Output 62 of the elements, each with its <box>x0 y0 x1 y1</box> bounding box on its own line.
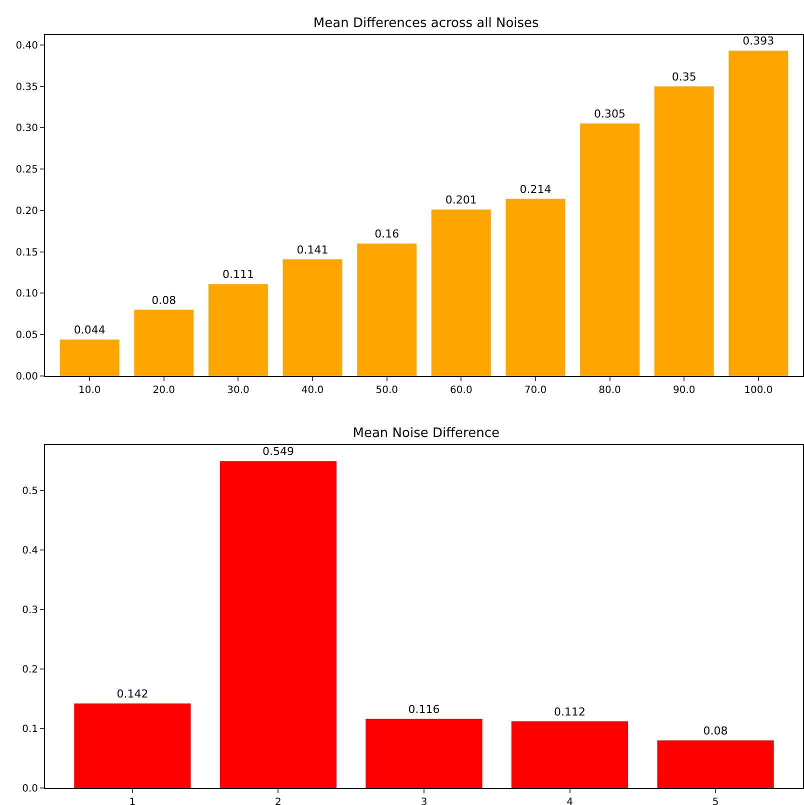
y-tick-label: 0.00 <box>16 372 38 382</box>
bar <box>366 718 482 788</box>
bar <box>657 740 774 788</box>
bar <box>431 210 491 376</box>
y-tick-label: 0.4 <box>22 545 38 556</box>
x-tick-label: 5 <box>712 797 719 805</box>
x-tick-label: 80.0 <box>598 385 621 396</box>
data-label: 0.16 <box>374 228 400 241</box>
y-tick-label: 0.3 <box>22 604 38 616</box>
y-tick-label: 0.1 <box>22 724 38 735</box>
data-label: 0.549 <box>262 445 294 458</box>
x-tick-label: 40.0 <box>301 385 324 396</box>
data-label: 0.141 <box>296 243 328 256</box>
data-label: 0.044 <box>74 324 106 337</box>
y-tick-label: 0.0 <box>22 784 38 794</box>
bar <box>60 340 120 376</box>
data-label: 0.305 <box>594 108 626 121</box>
bar <box>728 50 788 376</box>
x-tick-label: 1 <box>129 797 136 805</box>
bar <box>357 244 417 376</box>
bar <box>282 259 342 376</box>
y-tick-label: 0.40 <box>16 40 38 52</box>
bar <box>506 198 566 376</box>
data-label: 0.201 <box>445 194 477 207</box>
y-tick-label: 0.5 <box>22 486 38 497</box>
y-tick-label: 0.2 <box>22 664 38 676</box>
y-tick-label: 0.20 <box>16 206 38 217</box>
bar <box>220 461 337 788</box>
data-label: 0.116 <box>408 702 440 716</box>
y-tick-label: 0.10 <box>16 288 38 300</box>
data-label: 0.08 <box>703 724 728 738</box>
x-tick-label: 4 <box>566 797 573 805</box>
x-tick-label: 20.0 <box>152 385 176 396</box>
data-label: 0.214 <box>520 182 552 196</box>
data-label: 0.393 <box>742 34 774 48</box>
x-tick-label: 100.0 <box>744 385 773 396</box>
x-tick-label: 50.0 <box>376 385 398 396</box>
bar <box>654 86 714 376</box>
bar <box>134 310 194 376</box>
y-tick-label: 0.35 <box>16 82 38 93</box>
x-tick-label: 60.0 <box>450 385 472 396</box>
bar <box>74 703 191 788</box>
data-label: 0.112 <box>554 705 586 718</box>
x-tick-label: 2 <box>275 797 282 805</box>
data-label: 0.08 <box>152 294 176 307</box>
data-label: 0.111 <box>222 268 254 282</box>
bar <box>511 721 628 788</box>
chart-title: Mean Differences across all Noises <box>313 16 540 31</box>
bar <box>208 284 268 376</box>
data-label: 0.35 <box>672 70 696 84</box>
x-tick-label: 30.0 <box>227 385 250 396</box>
x-tick-label: 10.0 <box>78 385 101 396</box>
chart-title: Mean Noise Difference <box>352 426 500 441</box>
bar <box>580 124 640 376</box>
y-tick-label: 0.25 <box>16 164 38 176</box>
x-tick-label: 70.0 <box>524 385 547 396</box>
y-tick-label: 0.30 <box>16 123 38 134</box>
data-label: 0.142 <box>116 687 148 700</box>
x-tick-label: 3 <box>420 797 428 805</box>
x-tick-label: 90.0 <box>672 385 696 396</box>
y-tick-label: 0.15 <box>16 247 38 258</box>
y-tick-label: 0.05 <box>16 330 38 342</box>
